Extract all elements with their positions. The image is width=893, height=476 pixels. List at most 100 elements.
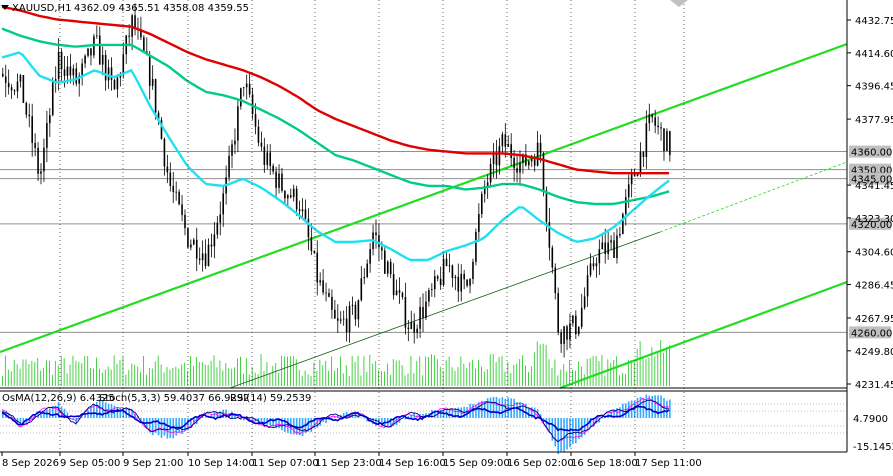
candle-body <box>66 66 69 76</box>
volume-bar <box>148 367 150 386</box>
osma-bar <box>613 409 615 418</box>
candle-body <box>510 144 512 158</box>
volume-bar <box>654 356 656 386</box>
channel-layer <box>0 42 848 390</box>
osma-bar <box>98 399 101 418</box>
osma-bar <box>242 418 245 421</box>
volume-bar <box>143 356 144 386</box>
osma-bar <box>342 413 345 418</box>
candle-body <box>542 153 545 191</box>
volume-bar <box>181 364 183 386</box>
candle-body <box>128 35 130 37</box>
level-tag-label: 4345.00 <box>851 175 892 186</box>
candle-body <box>342 318 345 320</box>
volume-bar <box>536 341 538 386</box>
candle-body <box>513 157 515 169</box>
volume-bar <box>339 356 341 386</box>
volume-bar <box>445 359 447 386</box>
candle-body <box>436 276 439 279</box>
volume-bar <box>422 375 424 386</box>
osma-bar <box>2 410 4 418</box>
candle-body <box>419 306 421 329</box>
volume-bar <box>451 367 453 386</box>
volume-bar <box>298 369 300 386</box>
candle-body <box>489 164 492 183</box>
indicator-layer <box>0 394 847 455</box>
volume-bar <box>372 363 374 386</box>
candle-body <box>107 67 110 81</box>
osma-bar <box>354 411 357 418</box>
candle-body <box>169 172 172 186</box>
candle-body <box>266 152 269 165</box>
osma-bar <box>654 395 656 418</box>
y-axis-main: 4432.75 4414.60 4396.45 4377.95 4341.45 4323.… <box>847 16 893 391</box>
osma-bar <box>548 418 551 433</box>
volume-bar <box>248 374 250 386</box>
candle-body <box>613 240 615 258</box>
volume-bar <box>231 368 233 386</box>
volume-bar <box>240 356 241 386</box>
osma-bar <box>598 418 601 423</box>
volume-bar <box>548 359 550 386</box>
volume-bar <box>433 355 435 386</box>
osma-bar <box>528 407 530 418</box>
osma-bar <box>372 418 374 425</box>
scroll-corner-icon[interactable] <box>670 0 688 7</box>
osma-bar <box>651 395 654 418</box>
osma-bar <box>660 395 662 418</box>
candle-body <box>46 123 48 148</box>
volume-bar <box>357 355 359 386</box>
candle-body <box>398 290 401 293</box>
channel-line-middle <box>0 42 848 354</box>
volume-bar <box>378 370 380 386</box>
volume-bar <box>463 363 465 386</box>
candle-body <box>548 222 551 248</box>
candle-body <box>69 66 72 76</box>
candle-body <box>616 235 618 258</box>
osma-bar <box>278 418 280 429</box>
osma-bar <box>13 418 16 421</box>
y-tick-label: 4396.45 <box>855 82 893 93</box>
volume-bar <box>90 367 92 386</box>
indicator-y-tick-label: 4.7900 <box>853 414 888 425</box>
candle-body <box>113 79 116 90</box>
volume-bar <box>93 368 94 386</box>
candle-body <box>198 258 201 261</box>
candle-body <box>278 173 280 188</box>
osma-bar <box>375 418 377 426</box>
volume-bar <box>627 359 629 386</box>
volume-bar <box>442 370 444 386</box>
candle-body <box>254 114 257 127</box>
volume-bar <box>328 370 330 386</box>
candle-body <box>143 37 145 52</box>
volume-bar <box>630 360 632 386</box>
osma-bar <box>439 410 442 418</box>
volume-bar <box>507 361 509 386</box>
volume-bar <box>307 374 309 386</box>
candle-body <box>104 55 107 81</box>
osma-bar <box>457 407 460 418</box>
volume-bar <box>472 359 474 386</box>
candle-body <box>4 76 7 83</box>
candle-body <box>260 142 263 147</box>
osma-bar <box>43 410 45 418</box>
candle-body <box>654 117 656 126</box>
osma-bar <box>160 418 163 438</box>
volume-bar <box>431 354 432 386</box>
y-tick-label: 4432.75 <box>855 16 893 27</box>
dropdown-arrow-icon[interactable] <box>1 5 9 10</box>
level-tag-label: 4360.00 <box>851 148 892 159</box>
volume-bar <box>175 366 177 386</box>
candle-body <box>416 328 418 333</box>
osma-bar <box>325 418 327 424</box>
volume-bar <box>513 365 515 386</box>
candle-body <box>263 146 266 165</box>
volume-bar <box>169 369 171 386</box>
candle-body <box>633 174 636 177</box>
volume-bar <box>19 368 21 386</box>
osma-bar <box>404 418 407 420</box>
candle-body <box>160 120 163 139</box>
volume-bar <box>57 365 59 386</box>
